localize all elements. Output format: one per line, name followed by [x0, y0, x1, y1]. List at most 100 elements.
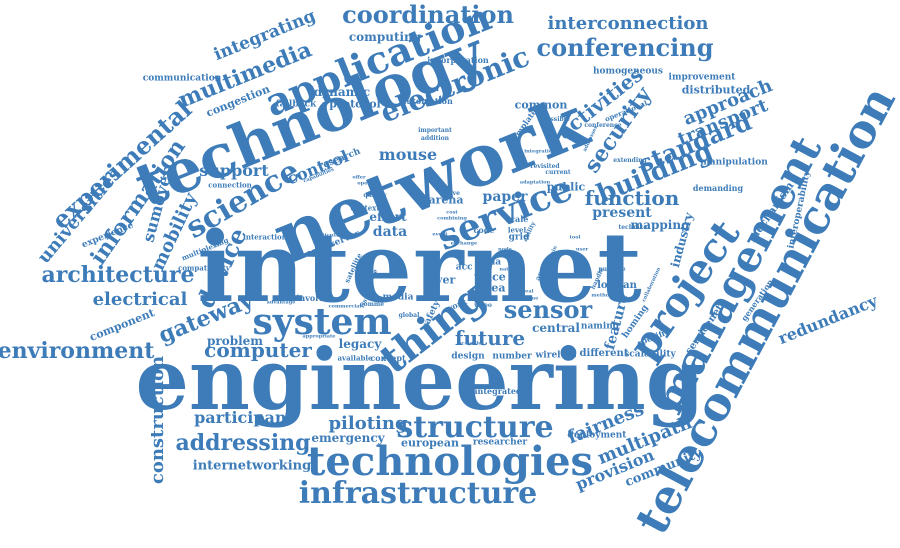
word-technical: technical: [618, 224, 650, 231]
word-current: current: [545, 169, 571, 176]
word-method: method: [591, 292, 613, 299]
word-conference: conference: [584, 122, 622, 129]
word-conferencing: conferencing: [536, 33, 714, 62]
word-active: active: [440, 190, 460, 197]
word-dynamic: dynamic: [313, 85, 371, 99]
word-legacy: legacy: [338, 337, 382, 351]
word-researcher: researcher: [472, 437, 528, 448]
word-distributed: distributed: [681, 83, 751, 97]
word-integration: integration: [524, 148, 556, 155]
word-communication: communication: [142, 73, 222, 84]
word-event: event: [432, 231, 448, 238]
word-interconnection: interconnection: [547, 13, 709, 34]
word-lab: lab: [445, 250, 459, 260]
word-available: available: [337, 353, 373, 363]
word-technologies: technologies: [306, 438, 594, 485]
word-deployment: deployment: [567, 430, 627, 441]
word-operate: operate: [357, 180, 379, 187]
word-incorporation: incorporation: [427, 55, 489, 65]
word-mouse: mouse: [378, 145, 438, 164]
word-advantage: advantage: [266, 299, 296, 306]
word-electrical: electrical: [92, 289, 188, 310]
word-particular: particular: [312, 232, 342, 239]
word-voice: voice: [474, 270, 506, 284]
word-lowpan: lowpan: [597, 280, 637, 291]
word-context: context: [350, 203, 380, 213]
word-common: common: [514, 98, 568, 112]
word-internetworking: internetworking: [192, 458, 312, 474]
word-scale: scale: [505, 214, 529, 224]
word-mapping: mapping: [630, 218, 690, 232]
word-grid: grid: [508, 232, 530, 243]
word-european: european: [401, 436, 459, 450]
word-scalable: scalable: [458, 340, 482, 347]
word-media: media: [382, 292, 414, 303]
word-environment: environment: [0, 338, 155, 364]
word-extending: extending: [613, 157, 647, 164]
word-design: design: [451, 351, 485, 362]
word-offer: offer: [352, 174, 366, 181]
word-arena: arena: [428, 193, 464, 207]
word-exchange: exchange: [450, 240, 478, 247]
word-time: time: [525, 295, 539, 302]
word-level: level: [507, 225, 527, 235]
word-real: real: [522, 288, 534, 295]
word-user: user: [575, 246, 589, 253]
word-number: number: [492, 351, 532, 362]
word-different: different: [579, 348, 629, 359]
word-area: area: [478, 281, 506, 295]
word-sensor: sensor: [503, 295, 593, 324]
word-possible: possible: [542, 116, 570, 123]
word-quality: quality: [363, 192, 387, 199]
word-adaptation: adaptation: [519, 179, 551, 186]
word-support: support: [199, 161, 269, 180]
word-video: video: [474, 302, 492, 309]
word-compatibility: compatibility: [178, 263, 230, 273]
word-connection: connection: [208, 180, 252, 190]
word-addition: addition: [421, 135, 449, 142]
word-protocol: protocol: [329, 97, 381, 111]
word-participant: participant: [194, 408, 294, 427]
word-cost: cost: [446, 209, 458, 216]
word-central: central: [532, 321, 580, 335]
word-internet: internet: [197, 211, 643, 324]
word-computing: computing: [348, 30, 422, 44]
word-system: system: [252, 301, 392, 343]
word-acc: acc: [455, 262, 473, 273]
word-commercial: commercial: [328, 303, 362, 310]
word-emergency: emergency: [311, 431, 385, 445]
word-aim: aim: [476, 258, 490, 265]
word-present: present: [592, 205, 652, 221]
word-improvement: improvement: [668, 72, 736, 83]
word-infrastructure: infrastructure: [298, 476, 538, 511]
word-code: code: [473, 225, 495, 235]
word-fallback: fallback: [275, 99, 317, 110]
word-automation: automation: [401, 96, 453, 106]
word-engineering: engineering: [135, 330, 705, 429]
word-global: global: [398, 312, 420, 319]
word-layer: layer: [424, 273, 456, 287]
word-wireless: wireless: [535, 350, 577, 361]
word-manipulation: manipulation: [700, 157, 768, 168]
word-effort: effort: [369, 210, 407, 224]
word-public: public: [546, 180, 586, 194]
word-structure: structure: [396, 410, 554, 445]
word-architecture: architecture: [41, 262, 195, 288]
word-integrated: integrated: [474, 386, 522, 396]
word-combining: combining: [437, 215, 467, 222]
word-addressing: addressing: [175, 430, 311, 456]
word-purpose: purpose: [598, 266, 626, 273]
word-tool: tool: [569, 234, 581, 241]
word-interaction: interaction: [243, 232, 287, 242]
word-involved: involved: [296, 293, 334, 303]
word-future: future: [454, 326, 526, 350]
word-data: data: [372, 224, 408, 240]
word-computer: computer: [204, 338, 312, 362]
word-problem: problem: [207, 334, 263, 348]
word-scalability: scalability: [624, 349, 676, 360]
word-appropriate: appropriate: [302, 333, 336, 340]
word-homogeneous: homogeneous: [593, 66, 663, 77]
word-piloting: piloting: [328, 413, 408, 434]
word-comme: comme: [359, 301, 385, 308]
